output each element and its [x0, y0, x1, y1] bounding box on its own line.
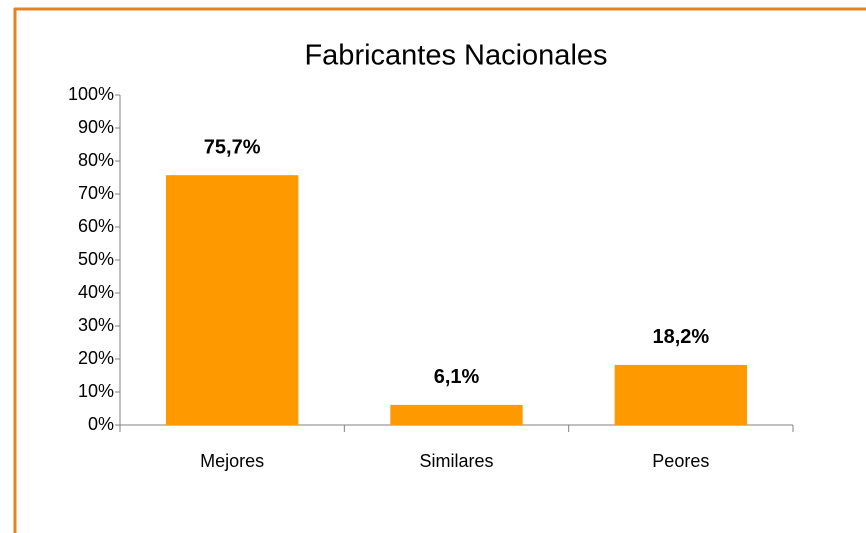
y-tick-label: 70% — [78, 183, 114, 203]
data-label: 18,2% — [652, 326, 709, 348]
y-tick-label: 20% — [78, 348, 114, 368]
bar — [614, 364, 748, 425]
y-tick-label: 90% — [78, 117, 114, 137]
x-tick-label: Mejores — [200, 451, 264, 471]
chart-title: Fabricantes Nacionales — [304, 40, 607, 72]
y-tick-label: 60% — [78, 216, 114, 236]
data-label: 75,7% — [204, 136, 261, 158]
y-tick-label: 100% — [68, 84, 114, 104]
y-tick-label: 50% — [78, 249, 114, 269]
bar — [165, 175, 299, 425]
y-tick-label: 10% — [78, 381, 114, 401]
data-label: 6,1% — [434, 366, 480, 388]
y-tick-label: 80% — [78, 150, 114, 170]
x-tick-label: Peores — [652, 451, 709, 471]
y-tick-label: 30% — [78, 315, 114, 335]
bar — [390, 404, 523, 425]
x-tick-label: Similares — [419, 451, 493, 471]
y-tick-label: 40% — [78, 282, 114, 302]
y-tick-label: 0% — [88, 414, 114, 434]
